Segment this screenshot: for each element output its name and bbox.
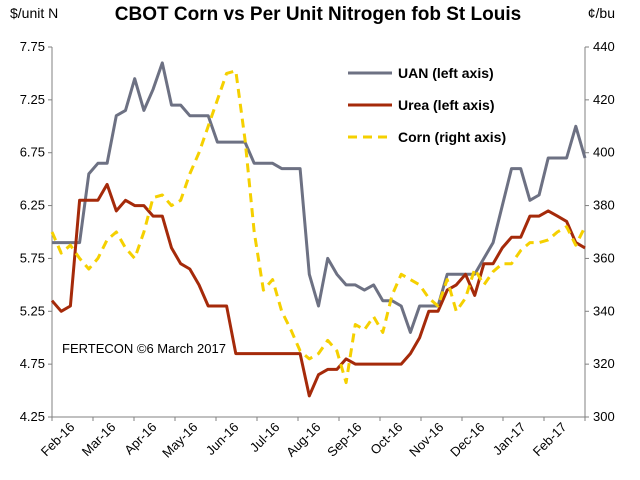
x-tick-label: Jan-17 (490, 419, 529, 458)
left-tick-label: 6.25 (20, 198, 45, 213)
left-tick-label: 6.75 (20, 145, 45, 160)
series-layer (50, 61, 587, 398)
right-tick-label: 340 (593, 303, 615, 318)
source-annotation: FERTECON ©6 March 2017 (62, 341, 226, 356)
uan-series-line (52, 61, 587, 334)
urea-series-line (50, 182, 586, 398)
x-tick-label: Mar-16 (79, 419, 119, 459)
left-tick-label: 5.75 (20, 250, 45, 265)
right-tick-label: 420 (593, 92, 615, 107)
x-tick-label: Sep-16 (324, 419, 364, 459)
chart-title: CBOT Corn vs Per Unit Nitrogen fob St Lo… (115, 4, 521, 25)
corn-series-line (50, 69, 587, 385)
right-tick-label: 400 (593, 145, 615, 160)
left-axis-unit: $/unit N (10, 5, 58, 21)
right-axis-unit: ¢/bu (588, 5, 615, 21)
x-tick-label: Feb-17 (530, 419, 570, 459)
left-tick-label: 4.75 (20, 356, 45, 371)
x-tick-label: Jun-16 (203, 419, 242, 458)
x-tick-label: May-16 (159, 419, 200, 460)
legend: UAN (left axis) Urea (left axis) Corn (rig… (348, 65, 506, 145)
x-tick-label: Dec-16 (447, 419, 487, 459)
axes: 4.25 4.75 5.25 5.75 6.25 6.75 7.25 7.75 300 320 34… (20, 39, 615, 461)
legend-label-urea: Urea (left axis) (398, 97, 494, 113)
right-tick-label: 440 (593, 39, 615, 54)
x-tick-label: Oct-16 (367, 419, 405, 457)
left-tick-label: 4.25 (20, 409, 45, 424)
legend-label-uan: UAN (left axis) (398, 65, 494, 81)
x-tick-label: Nov-16 (406, 419, 446, 459)
legend-label-corn: Corn (right axis) (398, 129, 506, 145)
x-tick-label: Feb-16 (38, 419, 78, 459)
x-tick-label: Apr-16 (121, 419, 159, 457)
right-tick-label: 300 (593, 409, 615, 424)
left-tick-label: 7.75 (20, 39, 45, 54)
left-tick-label: 5.25 (20, 303, 45, 318)
right-tick-label: 360 (593, 250, 615, 265)
x-tick-label: Jul-16 (247, 419, 283, 455)
right-tick-label: 380 (593, 198, 615, 213)
left-tick-label: 7.25 (20, 92, 45, 107)
right-tick-label: 320 (593, 356, 615, 371)
x-tick-label: Aug-16 (283, 419, 323, 459)
